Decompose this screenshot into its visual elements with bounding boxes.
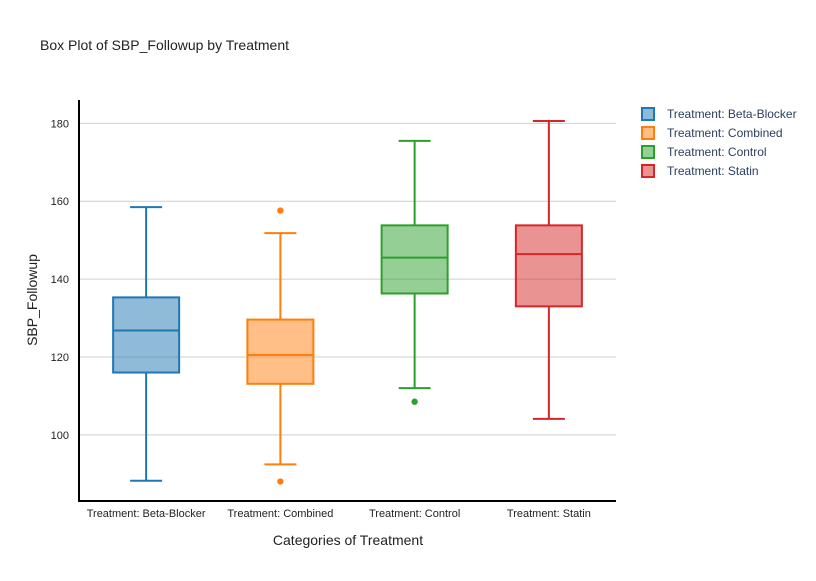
iqr-box [380,224,449,295]
y-tick-label: 160 [51,196,69,208]
x-tick-label: Treatment: Statin [507,508,591,520]
legend-item[interactable]: Treatment: Statin [641,164,759,178]
legend-item[interactable]: Treatment: Combined [641,126,783,140]
x-tick-label: Treatment: Control [369,508,460,520]
y-tick-labels: 100 120 140 160 180 [51,118,69,441]
legend-swatch [641,145,655,159]
box-1[interactable] [112,206,181,482]
legend-swatch [641,126,655,140]
legend[interactable]: Treatment: Beta-Blocker Treatment: Combin… [641,107,797,178]
y-tick-label: 100 [51,430,69,442]
legend-item[interactable]: Treatment: Control [641,145,767,159]
y-tick-label: 140 [51,274,69,286]
legend-swatch [641,164,655,178]
iqr-box [246,318,315,385]
legend-label: Treatment: Statin [667,164,759,178]
y-axis-label: SBP_Followup [24,254,40,346]
box-3[interactable] [380,139,449,405]
legend-label: Treatment: Beta-Blocker [667,107,797,121]
iqr-box [112,296,181,374]
box-series [112,120,583,485]
box-2[interactable] [246,207,315,485]
outlier-point [277,478,284,485]
outlier-point [411,398,418,405]
chart-title: Box Plot of SBP_Followup by Treatment [40,37,289,53]
box-4[interactable] [514,120,583,420]
x-tick-label: Treatment: Beta-Blocker [87,508,206,520]
axes [78,100,616,502]
legend-label: Treatment: Combined [667,126,783,140]
x-axis-label: Categories of Treatment [273,532,423,548]
legend-label: Treatment: Control [667,145,767,159]
legend-item[interactable]: Treatment: Beta-Blocker [641,107,797,121]
x-tick-labels: Treatment: Beta-Blocker Treatment: Combin… [87,508,591,520]
y-tick-label: 180 [51,118,69,130]
legend-swatch [641,107,655,121]
iqr-box [514,224,583,308]
y-tick-label: 120 [51,352,69,364]
x-tick-label: Treatment: Combined [227,508,333,520]
outlier-point [277,207,284,214]
